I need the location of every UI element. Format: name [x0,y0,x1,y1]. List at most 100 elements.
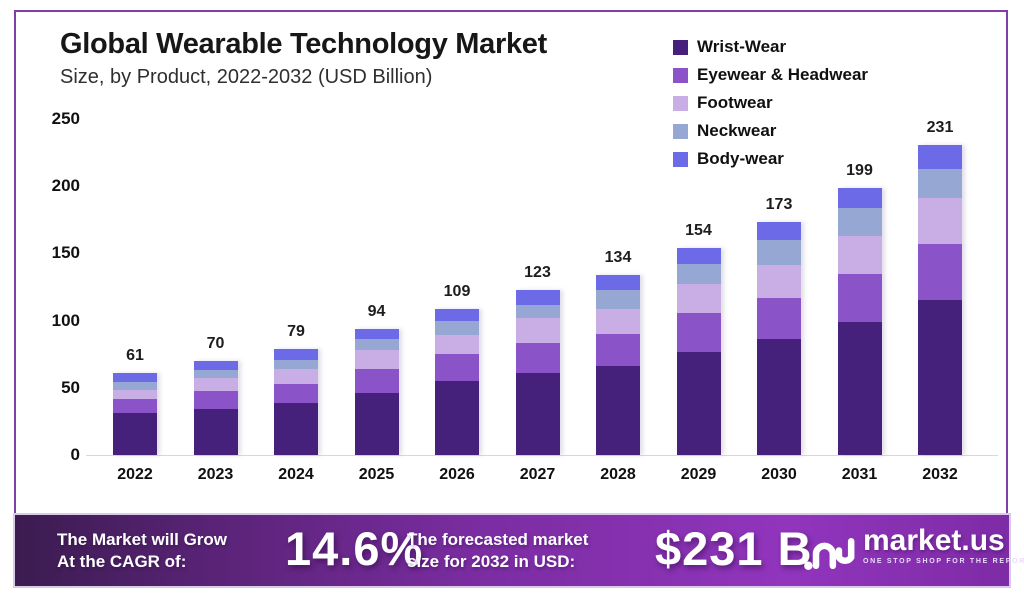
segment-2030-eyewear-headwear [757,297,801,340]
chart-legend: Wrist-Wear Eyewear & Headwear Footwear Neck… [673,33,868,173]
legend-label: Wrist-Wear [697,37,787,56]
x-axis-baseline [86,455,998,456]
segment-2026-wrist-wear [435,381,479,455]
segment-2031-wrist-wear [837,321,882,455]
bar-2029: 154 [676,222,721,455]
cagr-value: 14.6% [285,522,424,575]
bar-stack-2030 [757,222,801,455]
segment-2028-footwear [596,308,640,335]
legend-label: Footwear [697,93,773,112]
segment-2023-wrist-wear [193,409,238,455]
segment-2023-eyewear-headwear [193,390,238,410]
segment-2027-eyewear-headwear [515,343,560,373]
x-axis-label-2029: 2029 [680,466,717,483]
x-axis-label-2032: 2032 [922,466,958,483]
segment-2032-body-wear [918,144,962,169]
segment-2029-neckwear [676,264,721,285]
bar-stack-2029 [676,248,721,455]
total-label-2030: 173 [765,196,793,213]
segment-2032-footwear [918,198,962,245]
bar-stack-2027 [515,289,560,455]
x-axis-label-2027: 2027 [519,466,556,483]
segment-2025-wrist-wear [354,393,399,455]
segment-2025-body-wear [354,328,399,340]
segment-2032-wrist-wear [918,300,962,455]
segment-2028-neckwear [596,289,640,309]
segment-2028-body-wear [596,274,640,290]
bar-stack-2024 [274,348,318,455]
y-axis-tick-0: 0 [70,445,80,464]
segment-2024-eyewear-headwear [274,383,318,403]
bar-stack-2025 [354,328,399,455]
segment-2024-neckwear [274,359,318,370]
legend-label: Eyewear & Headwear [697,65,869,84]
segment-2022-wrist-wear [113,413,157,455]
segment-2026-eyewear-headwear [435,354,479,382]
x-axis-label-2030: 2030 [761,466,797,483]
bar-2022: 61 [113,347,157,455]
forecast-value: $231 B [655,522,813,575]
bar-stack-2031 [837,187,882,455]
segment-2022-footwear [113,390,157,399]
legend-item-neckwear: Neckwear [673,117,868,145]
y-axis-tick-50: 50 [61,377,80,397]
bar-2028: 134 [596,249,640,455]
segment-2024-footwear [274,369,318,384]
total-label-2028: 134 [604,249,632,266]
brand-text: market.us ONE STOP SHOP FOR THE REPORTS [863,524,1024,566]
segment-2032-neckwear [918,168,962,199]
segment-2031-body-wear [837,187,882,208]
segment-2031-footwear [837,235,882,274]
segment-2028-eyewear-headwear [596,334,640,367]
bar-2031: 199 [837,162,882,455]
segment-2027-wrist-wear [515,373,560,455]
bar-stack-2028 [596,274,640,455]
bar-2026: 109 [435,283,479,455]
segment-2024-wrist-wear [274,402,318,455]
bar-stack-2026 [435,308,479,455]
segment-2028-wrist-wear [596,366,640,455]
legend-label: Neckwear [697,121,777,140]
segment-2031-neckwear [837,207,882,236]
segment-2030-wrist-wear [757,339,801,455]
segment-2029-eyewear-headwear [676,312,721,352]
brand-name: market.us [863,524,1005,557]
segment-2032-eyewear-headwear [918,244,962,301]
cagr-label: The Market will Grow At the CAGR of: [57,529,227,573]
forecast-label-line2: size for 2032 in USD: [407,552,576,571]
footer-banner: The Market will Grow At the CAGR of: 14.… [13,513,1024,588]
segment-2025-eyewear-headwear [354,369,399,394]
legend-item-body-wear: Body-wear [673,145,868,173]
cagr-label-line2: At the CAGR of: [57,552,187,571]
total-label-2026: 109 [443,283,471,300]
brand-tagline: ONE STOP SHOP FOR THE REPORTS [863,558,1024,565]
segment-2029-footwear [676,284,721,313]
bar-stack-2032 [918,144,962,455]
x-axis-label-2025: 2025 [358,466,395,483]
segment-2027-body-wear [515,289,560,305]
x-axis-label-2022: 2022 [117,466,153,483]
y-axis-tick-200: 200 [51,176,80,196]
legend-item-footwear: Footwear [673,89,868,117]
x-axis-label-2031: 2031 [841,466,878,483]
marketus-logo-icon [804,538,855,570]
segment-2026-footwear [435,335,479,355]
bar-2030: 173 [757,196,801,455]
bar-stack-2022 [113,372,157,455]
segment-2029-wrist-wear [676,351,721,455]
segment-2025-neckwear [354,339,399,351]
forecast-label: The forecasted market size for 2032 in U… [407,529,588,573]
y-axis-tick-100: 100 [51,310,80,330]
x-axis-label-2023: 2023 [197,466,234,483]
segment-2027-neckwear [515,304,560,318]
total-label-2031: 199 [846,162,873,179]
bar-stack-2023 [193,360,238,455]
segment-2030-neckwear [757,239,801,266]
total-label-2032: 231 [926,119,954,136]
legend-swatch-icon [673,39,688,55]
segment-2031-eyewear-headwear [837,273,882,322]
legend-swatch-icon [673,95,688,111]
segment-2026-neckwear [435,320,479,336]
